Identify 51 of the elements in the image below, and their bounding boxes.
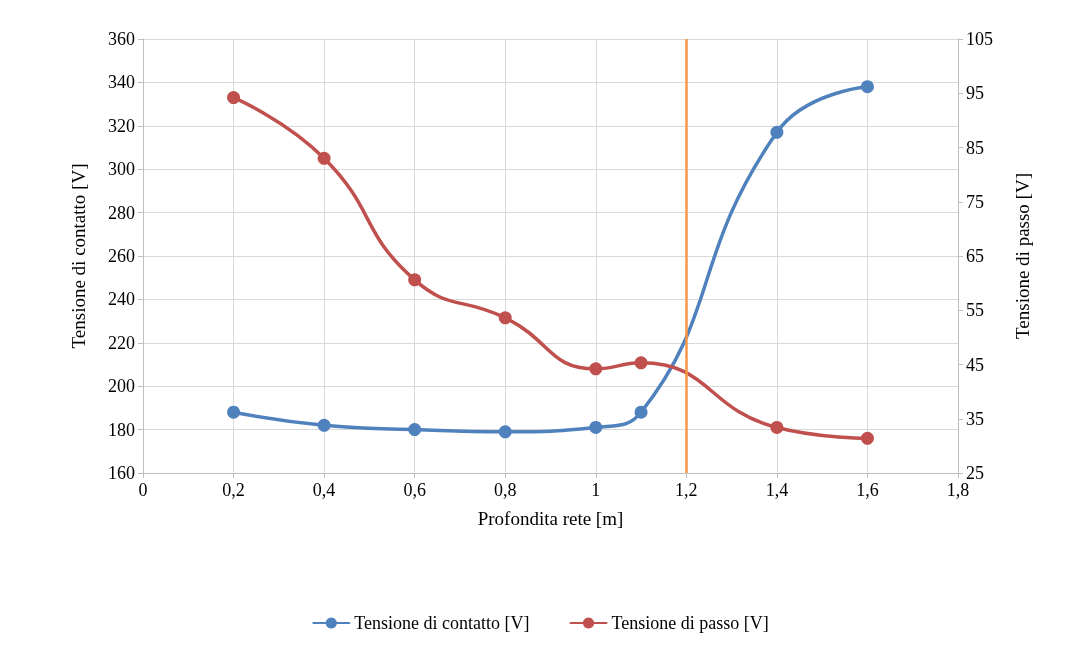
x-tick-label: 1,8: [946, 480, 970, 500]
x-tick-label: 1: [591, 480, 601, 500]
point: [770, 125, 784, 139]
y2-tick-label: 95: [966, 83, 984, 104]
x-tick-label: 0,4: [312, 480, 336, 500]
y-tick-label: 280: [108, 202, 135, 223]
x-tick-label: 0: [138, 480, 148, 500]
point: [498, 425, 512, 439]
point: [408, 273, 422, 287]
y-tick-label: 300: [108, 159, 135, 180]
y-tick-label: 240: [108, 289, 135, 310]
point: [860, 431, 874, 445]
point: [317, 151, 331, 165]
y-axis-title: Tensione di contatto [V]: [68, 163, 89, 349]
point: [408, 423, 422, 437]
point: [227, 91, 241, 105]
point: [227, 405, 241, 419]
x-tick-label: 0,8: [493, 480, 517, 500]
y2-tick-label: 105: [966, 29, 993, 49]
legend-label: Tensione di passo [V]: [611, 613, 769, 633]
y-tick-label: 200: [108, 376, 135, 397]
point: [634, 405, 648, 419]
point: [589, 362, 603, 376]
point: [589, 420, 603, 434]
y2-tick-label: 85: [966, 137, 984, 158]
point: [634, 356, 648, 370]
x-tick-label: 1,2: [675, 480, 698, 500]
x-tick-label: 1,4: [765, 480, 789, 500]
y-tick-label: 340: [108, 72, 135, 93]
y-tick-label: 220: [108, 332, 135, 353]
point: [860, 80, 874, 94]
y-tick-label: 160: [108, 463, 135, 483]
y2-tick-label: 25: [966, 463, 984, 483]
x-tick-label: 0,2: [222, 480, 245, 500]
y-tick-label: 360: [108, 29, 135, 49]
y2-tick-label: 55: [966, 300, 984, 321]
y2-axis-title: Tensione di passo [V]: [1012, 173, 1033, 339]
y2-tick-label: 75: [966, 191, 984, 212]
point: [317, 418, 331, 432]
y2-tick-label: 35: [966, 408, 984, 429]
x-tick-label: 1,6: [856, 480, 879, 500]
legend-label: Tensione di contatto [V]: [354, 613, 530, 633]
y-tick-label: 260: [108, 246, 135, 266]
y2-tick-label: 65: [966, 246, 984, 266]
y-tick-label: 180: [108, 419, 135, 440]
y-tick-label: 320: [108, 115, 135, 136]
x-axis-title: Profondita rete [m]: [477, 508, 624, 529]
point: [770, 420, 784, 434]
y2-tick-label: 45: [966, 354, 984, 375]
x-tick-label: 0,6: [403, 480, 426, 500]
point: [498, 311, 512, 325]
